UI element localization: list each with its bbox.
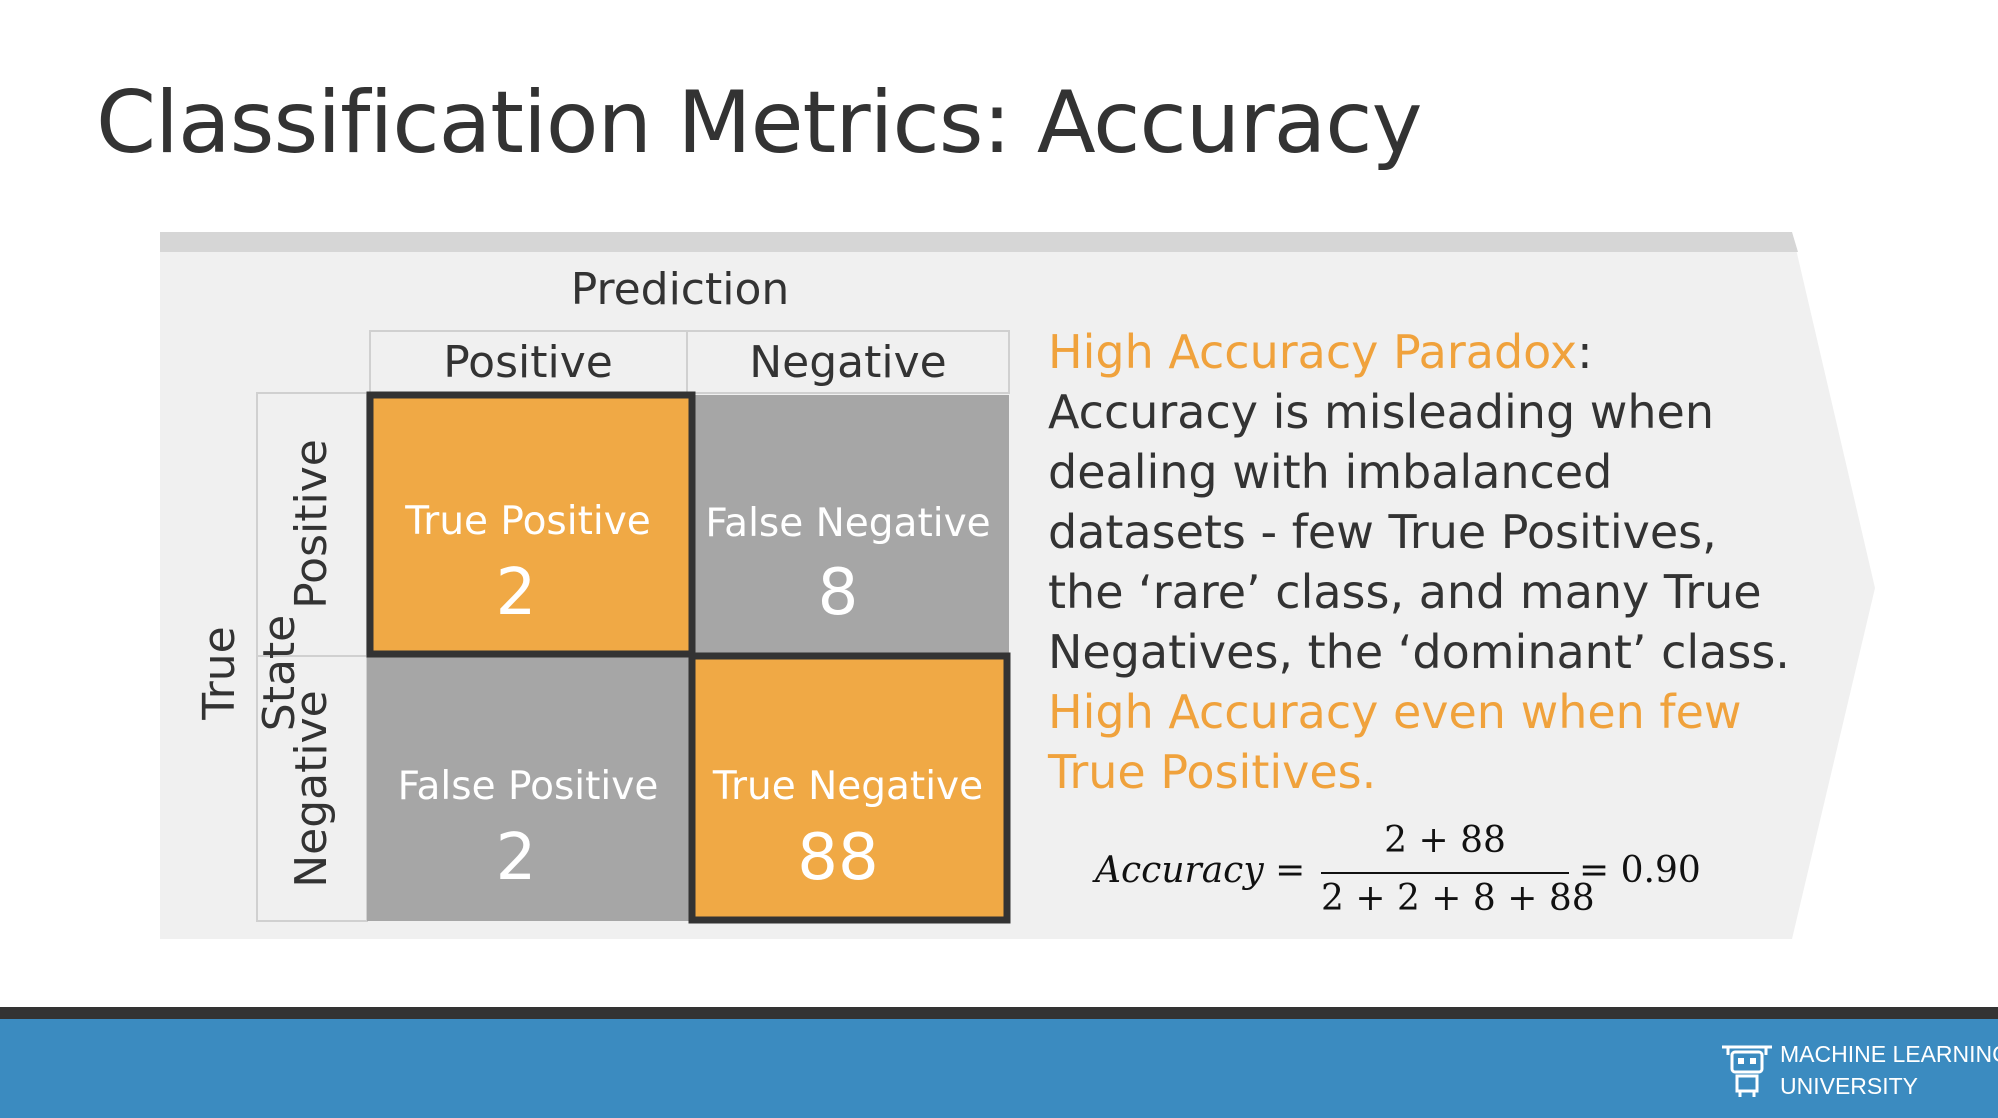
true-positive-value: 2 [495, 556, 537, 630]
column-header-negative: Negative [749, 337, 947, 388]
panel-top-band [160, 232, 1792, 252]
column-header-positive: Positive [443, 337, 613, 388]
formula-result: = 0.90 [1579, 850, 1701, 891]
false-positive-value: 2 [495, 821, 537, 895]
logo-line-2: UNIVERSITY [1780, 1073, 1919, 1099]
cell-true-negative [688, 652, 1011, 924]
cell-false-negative [689, 395, 1009, 656]
formula-lhs: Accuracy = [1095, 850, 1306, 891]
true-negative-label: True Negative [712, 764, 984, 809]
paradox-body-text: : Accuracy is misleading when dealing wi… [1048, 325, 1790, 679]
prediction-axis-title: Prediction [570, 264, 790, 315]
logo-text: MACHINE LEARNING UNIVERSITY [1780, 1038, 1998, 1102]
true-positive-label: True Positive [405, 499, 651, 544]
paradox-heading: High Accuracy Paradox [1048, 325, 1578, 379]
cell-true-positive [366, 391, 696, 658]
paradox-conclusion: High Accuracy even when few True Positiv… [1048, 685, 1742, 799]
robot-icon [1722, 1045, 1772, 1097]
footer-divider [0, 1007, 1998, 1019]
formula-denominator: 2 + 2 + 8 + 88 [1321, 878, 1595, 919]
cell-false-positive [367, 656, 689, 921]
false-negative-label: False Negative [705, 501, 991, 546]
logo-line-1: MACHINE LEARNING [1780, 1041, 1998, 1067]
col-header-box-negative [686, 330, 1010, 394]
panel-top-band-tip [1792, 232, 1798, 252]
paradox-description: High Accuracy Paradox: Accuracy is misle… [1048, 322, 1798, 802]
false-negative-value: 8 [817, 556, 859, 630]
footer-bar [0, 1019, 1998, 1118]
true-negative-value: 88 [797, 821, 879, 895]
false-positive-label: False Positive [397, 764, 659, 809]
slide-title: Classification Metrics: Accuracy [96, 73, 1422, 173]
formula-numerator: 2 + 88 [1384, 820, 1506, 861]
formula-fraction-bar [1321, 872, 1569, 874]
true-state-axis-title: True State [194, 614, 305, 732]
